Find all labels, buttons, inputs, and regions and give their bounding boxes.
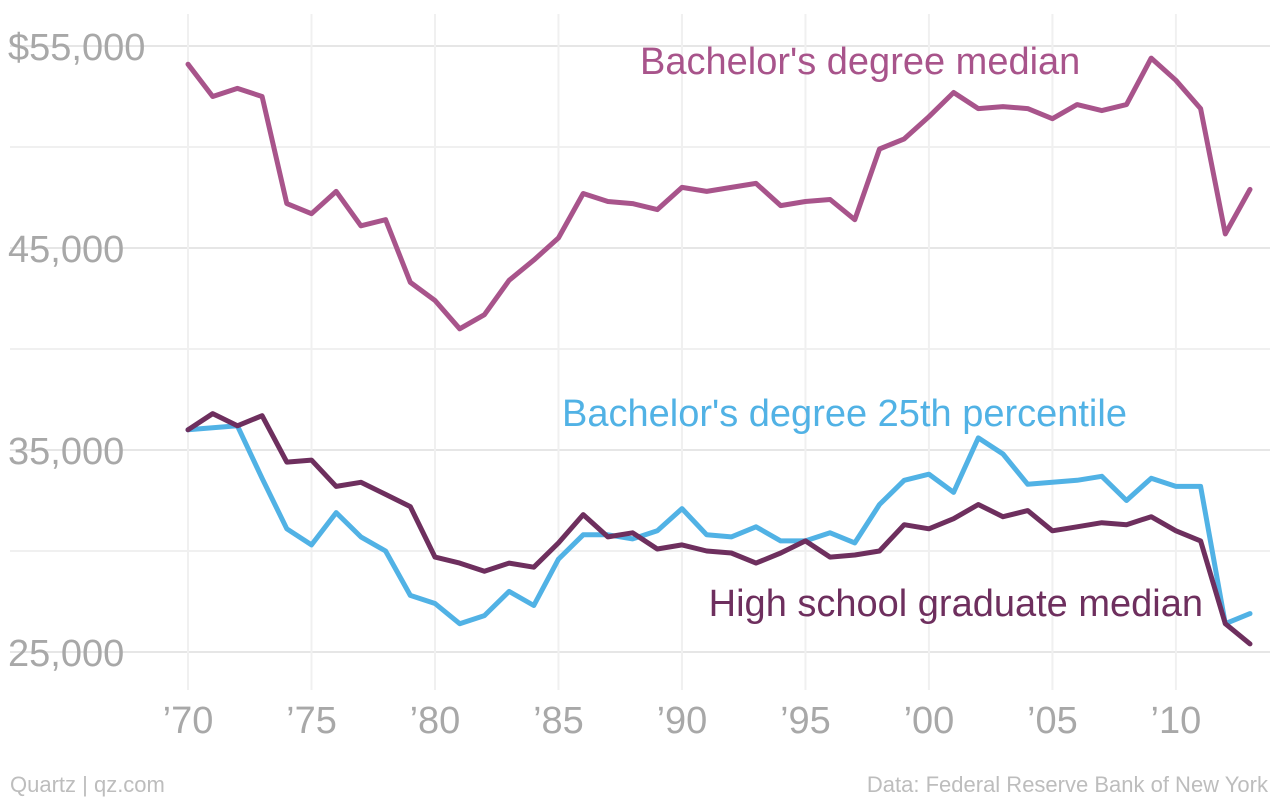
series-line-1 [185, 55, 1253, 332]
y-tick-label: 35,000 [8, 431, 124, 473]
source-credit: Quartz | qz.com [10, 772, 165, 797]
x-tick-label: ’70 [163, 700, 214, 742]
x-tick-label: ’10 [1151, 700, 1202, 742]
series-label-1: Bachelor's degree median [640, 41, 1080, 83]
series-label-3: High school graduate median [709, 583, 1203, 625]
y-axis-ticks: $55,000 45,000 35,000 25,000 [8, 27, 145, 675]
x-tick-label: ’75 [286, 700, 337, 742]
x-tick-label: ’80 [410, 700, 461, 742]
series-lines [185, 55, 1253, 647]
x-axis-ticks: ’70 ’75 ’80 ’85 ’90 ’95 ’00 ’05 ’10 [163, 700, 1202, 742]
x-tick-label: ’85 [533, 700, 584, 742]
y-tick-label: 25,000 [8, 633, 124, 675]
grid-lines [10, 14, 1270, 690]
x-tick-label: ’95 [780, 700, 831, 742]
series-line-3 [185, 411, 1253, 647]
y-tick-label: 45,000 [8, 229, 124, 271]
x-tick-label: ’05 [1027, 700, 1078, 742]
series-line-2 [185, 423, 1253, 627]
series-label-2: Bachelor's degree 25th percentile [562, 393, 1127, 435]
x-tick-label: ’00 [904, 700, 955, 742]
series-labels: Bachelor's degree median Bachelor's degre… [562, 41, 1203, 625]
data-source-note: Data: Federal Reserve Bank of New York [867, 772, 1269, 797]
x-tick-label: ’90 [657, 700, 708, 742]
y-tick-label: $55,000 [8, 27, 145, 69]
